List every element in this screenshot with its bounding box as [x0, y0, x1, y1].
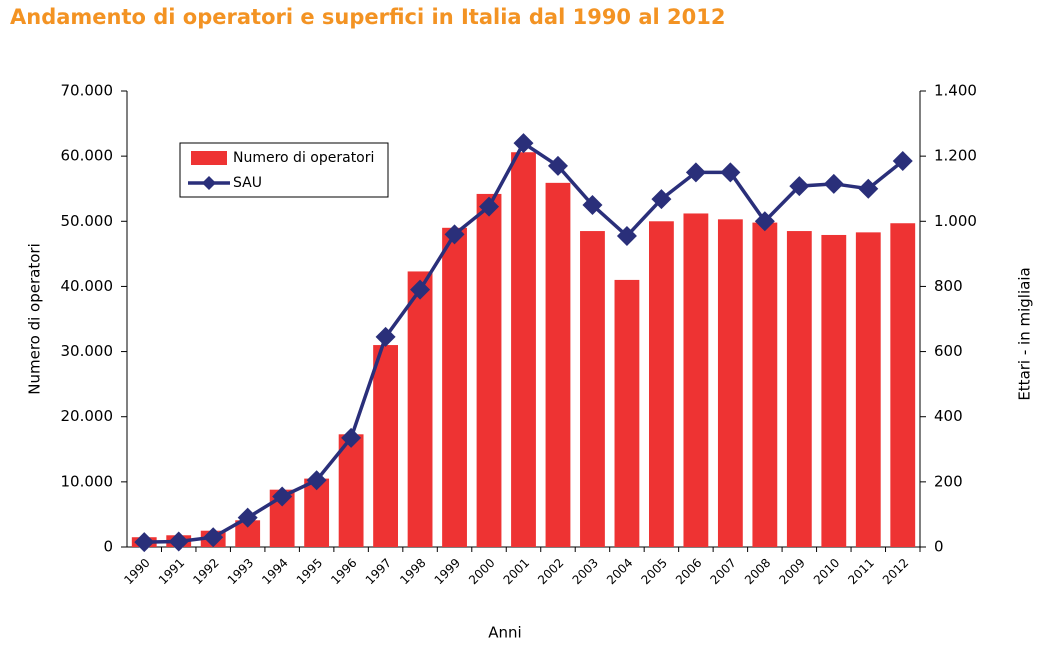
- bar: [752, 222, 778, 548]
- legend-label: Numero di operatori: [233, 150, 374, 166]
- bar: [614, 279, 640, 547]
- bar: [786, 231, 812, 548]
- y-tick-label: 50.000: [61, 212, 114, 230]
- bar: [511, 152, 536, 547]
- y-tick-label: 0: [103, 538, 113, 556]
- x-tick-label: 1996: [328, 556, 359, 587]
- bar: [476, 193, 502, 547]
- bar: [442, 227, 467, 548]
- x-tick-label: 2012: [880, 556, 911, 587]
- y-tick-label: 70.000: [61, 82, 114, 100]
- marker: [616, 225, 637, 246]
- marker: [823, 173, 844, 194]
- y2-tick-label: 800: [934, 277, 963, 295]
- x-tick-label: 2005: [639, 556, 670, 587]
- x-tick-label: 1993: [225, 556, 256, 587]
- y-tick-label: 60.000: [61, 147, 114, 165]
- y-tick-label: 20.000: [61, 407, 114, 425]
- bar: [545, 182, 571, 547]
- y-tick-label: 40.000: [61, 277, 114, 295]
- y2-tick-label: 200: [934, 472, 963, 490]
- x-tick-label: 2010: [811, 556, 842, 587]
- x-tick-label: 2003: [570, 556, 601, 587]
- y-tick-label: 30.000: [61, 342, 114, 360]
- marker: [375, 326, 396, 347]
- bar: [338, 434, 364, 547]
- x-axis-title: Anni: [488, 624, 521, 642]
- marker: [203, 527, 224, 548]
- marker: [306, 470, 327, 491]
- marker: [410, 279, 431, 300]
- marker: [513, 133, 534, 154]
- y-axis-title: Numero di operatori: [26, 243, 44, 395]
- marker: [341, 427, 362, 448]
- bar: [373, 345, 398, 547]
- x-tick-label: 2004: [604, 556, 635, 587]
- x-tick-label: 2009: [776, 556, 807, 587]
- legend-swatch: [191, 151, 227, 165]
- chart-title: Andamento di operatori e superfici in It…: [10, 5, 725, 29]
- marker: [720, 162, 741, 183]
- bar: [407, 271, 433, 547]
- marker: [134, 532, 155, 553]
- bar: [855, 232, 881, 548]
- marker: [685, 162, 706, 183]
- x-tick-label: 1998: [397, 556, 428, 587]
- x-tick-label: 1994: [259, 556, 290, 587]
- legend-label: SAU: [233, 175, 262, 191]
- x-tick-label: 2000: [466, 556, 497, 587]
- x-tick-label: 1999: [432, 556, 463, 587]
- bar: [683, 213, 709, 547]
- x-tick-label: 2002: [535, 556, 566, 587]
- bar: [580, 231, 605, 548]
- marker: [479, 196, 500, 217]
- x-tick-label: 2008: [742, 556, 773, 587]
- x-tick-label: 1990: [121, 556, 152, 587]
- x-tick-label: 1992: [190, 556, 221, 587]
- legend-marker: [202, 176, 216, 190]
- marker: [547, 155, 568, 176]
- y2-tick-label: 400: [934, 407, 963, 425]
- marker: [237, 507, 258, 528]
- y2-tick-label: 0: [934, 538, 944, 556]
- x-tick-label: 1991: [156, 556, 187, 587]
- y2-tick-label: 1.400: [934, 82, 977, 100]
- y2-tick-label: 1.000: [934, 212, 977, 230]
- x-tick-label: 2011: [845, 556, 876, 587]
- marker: [168, 531, 189, 552]
- marker: [858, 178, 879, 199]
- marker: [754, 211, 775, 232]
- y-tick-label: 10.000: [61, 472, 114, 490]
- y2-tick-label: 1.200: [934, 147, 977, 165]
- marker: [582, 195, 603, 215]
- bar: [717, 219, 743, 547]
- x-tick-label: 1997: [363, 556, 394, 587]
- bar: [890, 223, 916, 548]
- x-tick-label: 2001: [501, 556, 532, 587]
- x-tick-label: 2006: [673, 556, 704, 587]
- y2-axis-title: Ettari - in migliaia: [1016, 267, 1034, 400]
- marker: [789, 176, 810, 197]
- x-tick-label: 1995: [294, 556, 325, 587]
- y2-tick-label: 600: [934, 342, 963, 360]
- bar: [649, 221, 674, 548]
- marker: [444, 224, 465, 245]
- x-tick-label: 2007: [707, 556, 738, 587]
- marker: [272, 486, 293, 507]
- marker: [892, 151, 913, 172]
- marker: [651, 189, 672, 210]
- bar: [821, 234, 847, 548]
